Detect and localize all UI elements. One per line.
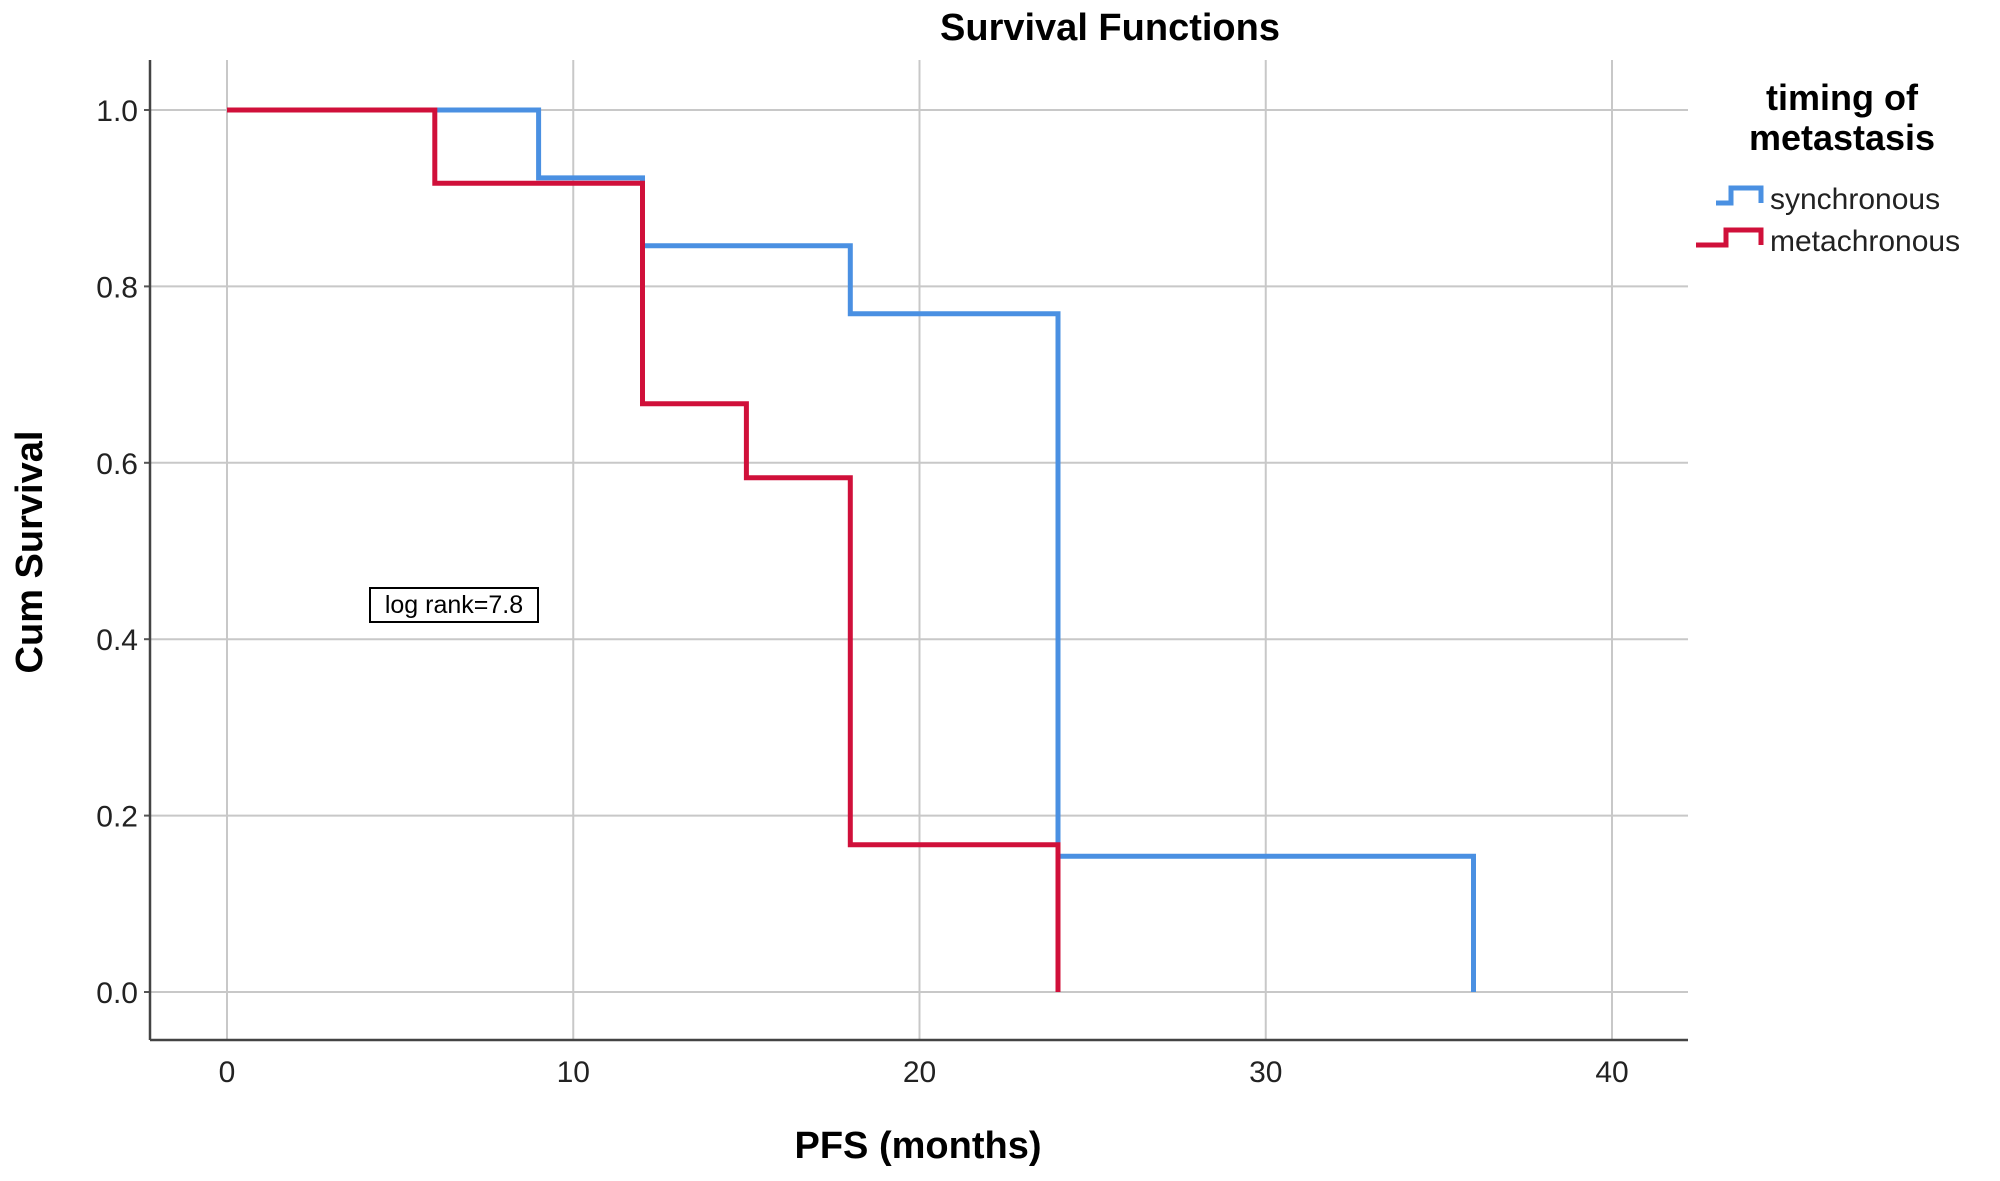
legend: timing of metastasis synchronous metachr…: [1696, 77, 1960, 258]
x-tick-label: 30: [1249, 1056, 1282, 1089]
series-line-synchronous: [227, 107, 1476, 992]
chart-title: Survival Functions: [940, 7, 1280, 49]
legend-label-metachronous: metachronous: [1770, 225, 1960, 258]
axes: [144, 60, 1688, 1042]
annotation-box: log rank=7.8: [369, 587, 539, 623]
legend-title-line-2: metastasis: [1749, 117, 1935, 158]
y-tick-label: 0.8: [96, 271, 138, 304]
y-tick-label: 0.0: [96, 977, 138, 1010]
x-tick-label: 40: [1595, 1056, 1628, 1089]
series-lines: [227, 107, 1476, 992]
y-axis-label: Cum Survival: [9, 431, 51, 674]
x-axis-label: PFS (months): [795, 1125, 1042, 1167]
x-tick-label: 0: [219, 1056, 236, 1089]
legend-label-synchronous: synchronous: [1770, 183, 1940, 216]
x-tick-label: 20: [903, 1056, 936, 1089]
gridlines: [150, 60, 1688, 1040]
y-tick-label: 0.6: [96, 448, 138, 481]
y-tick-label: 0.2: [96, 801, 138, 834]
legend-swatch-synchronous: [1716, 185, 1764, 206]
series-line-metachronous: [227, 107, 1061, 992]
tick-labels: 0.0 0.2 0.4 0.6 0.8 1.0 0 10 20 30 40: [96, 95, 1628, 1089]
legend-swatch-metachronous: [1696, 227, 1764, 248]
x-tick-label: 10: [557, 1056, 590, 1089]
legend-title-line-1: timing of: [1766, 77, 1919, 118]
annotation-text: log rank=7.8: [385, 591, 523, 619]
y-tick-label: 0.4: [96, 624, 138, 657]
y-tick-label: 1.0: [96, 95, 138, 128]
